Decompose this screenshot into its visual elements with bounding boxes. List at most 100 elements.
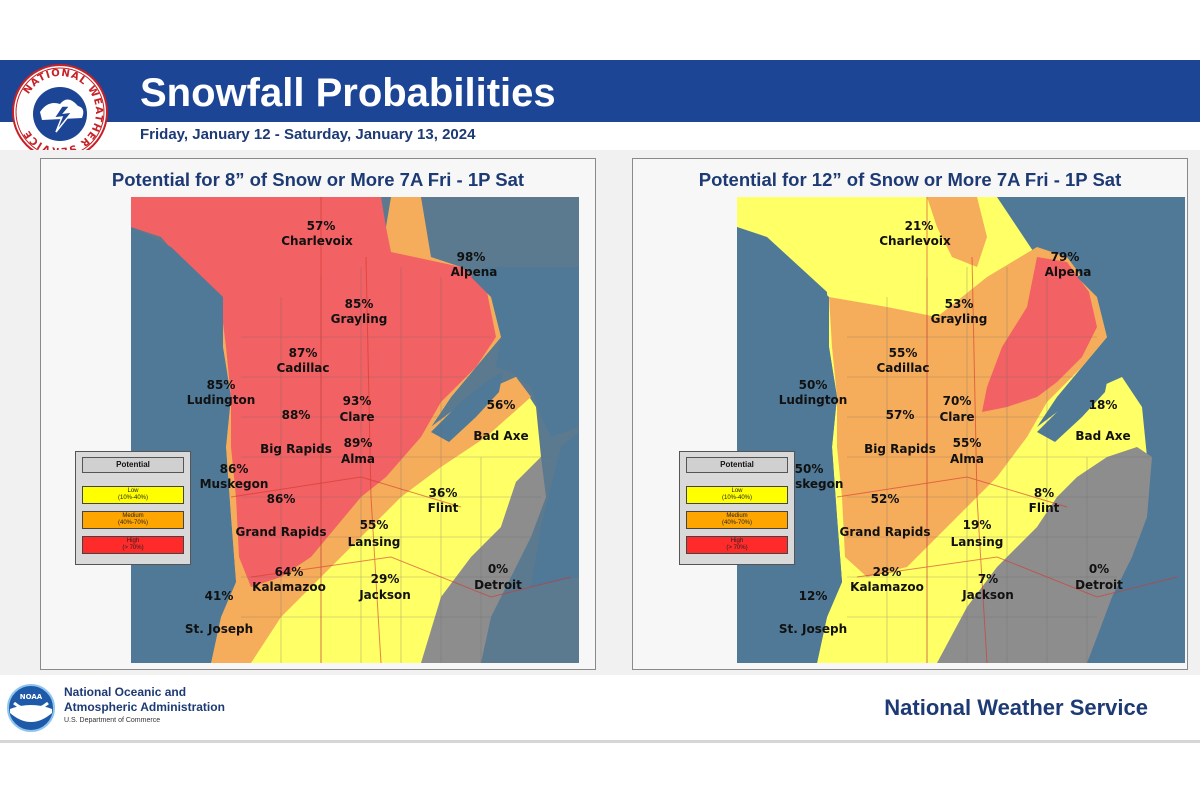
legend-item-medium: Medium (40%-70%) xyxy=(82,511,184,529)
high-zone xyxy=(131,197,496,587)
legend-item-high: High (> 70%) xyxy=(82,536,184,554)
map-label-city: Kalamazoo xyxy=(850,580,924,594)
map-label-pct: 70% xyxy=(943,394,972,408)
map-title: Potential for 8” of Snow or More 7A Fri … xyxy=(111,169,525,190)
map-label-city: Lansing xyxy=(951,535,1004,549)
map-label-pct: 89% xyxy=(344,436,373,450)
map-label-pct: 19% xyxy=(963,518,992,532)
noaa-department: U.S. Department of Commerce xyxy=(64,717,161,724)
legend-label: Low xyxy=(731,488,743,494)
map-label-pct: 88% xyxy=(282,408,311,422)
legend-item-low: Low (10%-40%) xyxy=(82,486,184,504)
map-label-pct: 41% xyxy=(205,589,234,603)
map-label-pct: 0% xyxy=(488,562,508,576)
map-label-pct: 0% xyxy=(1089,562,1109,576)
page-title: Snowfall Probabilities xyxy=(140,71,556,115)
map-label-pct: 55% xyxy=(360,518,389,532)
map-label-city: Detroit xyxy=(1075,578,1123,592)
map-label-pct: 55% xyxy=(889,346,918,360)
map-label-pct: 57% xyxy=(307,219,336,233)
map-label-pct: 50% xyxy=(799,378,828,392)
map-label-city: Ludington xyxy=(779,393,848,407)
legend-range: (> 70%) xyxy=(726,545,748,551)
map-label-city: St. Joseph xyxy=(185,622,253,636)
map-label-pct: 93% xyxy=(343,394,372,408)
map-label-city: Clare xyxy=(939,410,974,424)
map-label-city: Big Rapids xyxy=(864,442,936,456)
medium-zone xyxy=(927,197,987,267)
legend-label: High xyxy=(730,538,744,544)
map-label-pct: 86% xyxy=(267,492,296,506)
map-label-city: Bad Axe xyxy=(1075,429,1130,443)
map-label-city: Charlevoix xyxy=(281,234,353,248)
legend-range: (40%-70%) xyxy=(117,520,148,526)
lake-huron xyxy=(1077,267,1185,437)
nws-logo: NATIONAL WEATHER SERVICE ★ xyxy=(12,64,108,160)
map-label-city: Clare xyxy=(339,410,374,424)
map-legend: Potential Low (10%-40%) Medium (40%-70%)… xyxy=(75,451,191,565)
map-label-pct: 53% xyxy=(945,297,974,311)
map-label-city: Grayling xyxy=(931,312,988,326)
map-label-pct: 86% xyxy=(220,462,249,476)
map-label-city: Alma xyxy=(341,452,375,466)
high-zone xyxy=(982,257,1097,412)
map-label-pct: 55% xyxy=(953,436,982,450)
map-label-city: Grand Rapids xyxy=(840,525,931,539)
snow-probability-map-12in: 21% Charlevoix 79% Alpena 53% Grayling 5… xyxy=(737,197,1185,663)
legend-range: (40%-70%) xyxy=(721,520,752,526)
map-label-pct: 85% xyxy=(207,378,236,392)
map-label-pct: 85% xyxy=(345,297,374,311)
map-label-city: Cadillac xyxy=(276,361,329,375)
legend-range: (10%-40%) xyxy=(721,495,752,501)
map-label-city: Jackson xyxy=(961,588,1014,602)
map-label-pct: 79% xyxy=(1051,250,1080,264)
map-label-city: Alpena xyxy=(451,265,498,279)
map-title: Potential for 12” of Snow or More 7A Fri… xyxy=(698,169,1122,190)
legend-label: Medium xyxy=(122,513,144,519)
map-legend: Potential Low (10%-40%) Medium (40%-70%)… xyxy=(679,451,795,565)
legend-item-high: High (> 70%) xyxy=(686,536,788,554)
legend-item-medium: Medium (40%-70%) xyxy=(686,511,788,529)
footer: NOAA National Oceanic and Atmospheric Ad… xyxy=(0,675,1200,740)
roads xyxy=(230,197,572,663)
content-area: Potential for 8” of Snow or More 7A Fri … xyxy=(0,150,1200,675)
legend-item-low: Low (10%-40%) xyxy=(686,486,788,504)
legend-title: Potential xyxy=(82,457,184,473)
legend-label: Medium xyxy=(726,513,748,519)
noaa-logo-text: NOAA xyxy=(20,693,43,701)
map-label-pct: 50% xyxy=(795,462,824,476)
map-label-city: Alma xyxy=(950,452,984,466)
map-label-pct: 21% xyxy=(905,219,934,233)
map-label-pct: 29% xyxy=(371,572,400,586)
map-panel-8in: Potential for 8” of Snow or More 7A Fri … xyxy=(40,158,596,670)
date-subtitle: Friday, January 12 - Saturday, January 1… xyxy=(140,126,476,143)
map-label-city: Big Rapids xyxy=(260,442,332,456)
map-label-pct: 8% xyxy=(1034,486,1054,500)
map-label-pct: 56% xyxy=(487,398,516,412)
title-bar: Snowfall Probabilities xyxy=(0,60,1200,122)
snow-probability-map-8in: 57% Charlevoix 98% Alpena 85% Grayling 8… xyxy=(131,197,579,663)
map-label-city: Grand Rapids xyxy=(236,525,327,539)
map-panel-12in: Potential for 12” of Snow or More 7A Fri… xyxy=(632,158,1188,670)
map-label-pct: 18% xyxy=(1089,398,1118,412)
map-label-city: Flint xyxy=(1029,501,1060,515)
map-label-city: Flint xyxy=(428,501,459,515)
map-label-pct: 57% xyxy=(886,408,915,422)
noaa-logo: NOAA xyxy=(7,684,55,732)
nws-footer-text: National Weather Service xyxy=(884,695,1148,720)
map-label-city: Cadillac xyxy=(876,361,929,375)
noaa-name-line2: Atmospheric Administration xyxy=(64,700,225,714)
map-label-pct: 98% xyxy=(457,250,486,264)
legend-label: Low xyxy=(127,488,139,494)
map-label-pct: 52% xyxy=(871,492,900,506)
map-label-pct: 12% xyxy=(799,589,828,603)
saginaw-bay xyxy=(1037,372,1109,442)
legend-title: Potential xyxy=(686,457,788,473)
map-label-city: Detroit xyxy=(474,578,522,592)
map-label-city: Ludington xyxy=(187,393,256,407)
no-snow-zone xyxy=(421,457,546,663)
map-label-city: Alpena xyxy=(1045,265,1092,279)
legend-label: High xyxy=(126,538,140,544)
saginaw-bay xyxy=(431,372,503,442)
no-snow-zone xyxy=(937,447,1152,663)
